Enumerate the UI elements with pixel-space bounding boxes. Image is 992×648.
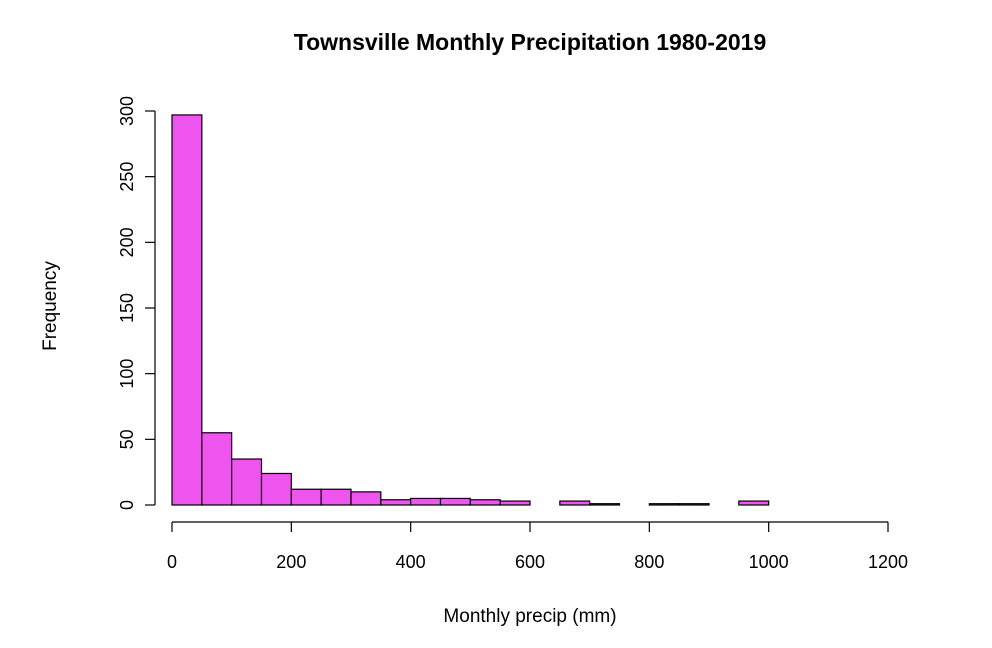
y-tick-label: 100: [117, 359, 137, 389]
histogram-bar-50-100: [201, 432, 233, 506]
histogram-bar-150-200: [260, 472, 292, 506]
y-tick-label: 250: [117, 162, 137, 192]
histogram-bar-950-1000: [738, 500, 770, 506]
x-tick-label: 800: [634, 552, 664, 572]
histogram-bar-500-550: [469, 499, 501, 506]
y-tick-label: 300: [117, 96, 137, 126]
x-tick-label: 1200: [868, 552, 908, 572]
y-axis-label: Frequency: [40, 261, 61, 351]
y-tick-label: 50: [117, 429, 137, 449]
x-tick-label: 400: [396, 552, 426, 572]
histogram-bar-850-900: [678, 503, 710, 506]
y-tick-label: 150: [117, 293, 137, 323]
histogram-bars: [171, 114, 770, 506]
histogram-bar-0-50: [171, 114, 203, 506]
histogram-bar-250-300: [320, 488, 352, 506]
histogram-bar-700-750: [589, 503, 621, 506]
histogram-bar-550-600: [499, 500, 531, 506]
y-tick-label: 200: [117, 227, 137, 257]
histogram-bar-300-350: [350, 491, 382, 506]
histogram-bar-200-250: [290, 488, 322, 506]
histogram-bar-650-700: [559, 500, 591, 506]
y-axis: 0 50 100 150 200 250 300: [117, 96, 156, 510]
y-tick-label: 0: [117, 500, 137, 510]
histogram-bar-100-150: [231, 458, 263, 506]
x-axis: 0 200 400 600 800 1000 1200: [167, 521, 908, 572]
histogram-bar-450-500: [439, 497, 471, 506]
x-tick-label: 600: [515, 552, 545, 572]
x-tick-label: 200: [276, 552, 306, 572]
chart-title: Townsville Monthly Precipitation 1980-20…: [294, 29, 767, 55]
histogram-bar-350-400: [380, 499, 412, 506]
x-axis-label: Monthly precip (mm): [443, 606, 616, 627]
histogram-bar-400-450: [410, 497, 442, 506]
x-tick-label: 1000: [749, 552, 789, 572]
histogram-bar-800-850: [648, 503, 680, 506]
x-tick-label: 0: [167, 552, 177, 572]
